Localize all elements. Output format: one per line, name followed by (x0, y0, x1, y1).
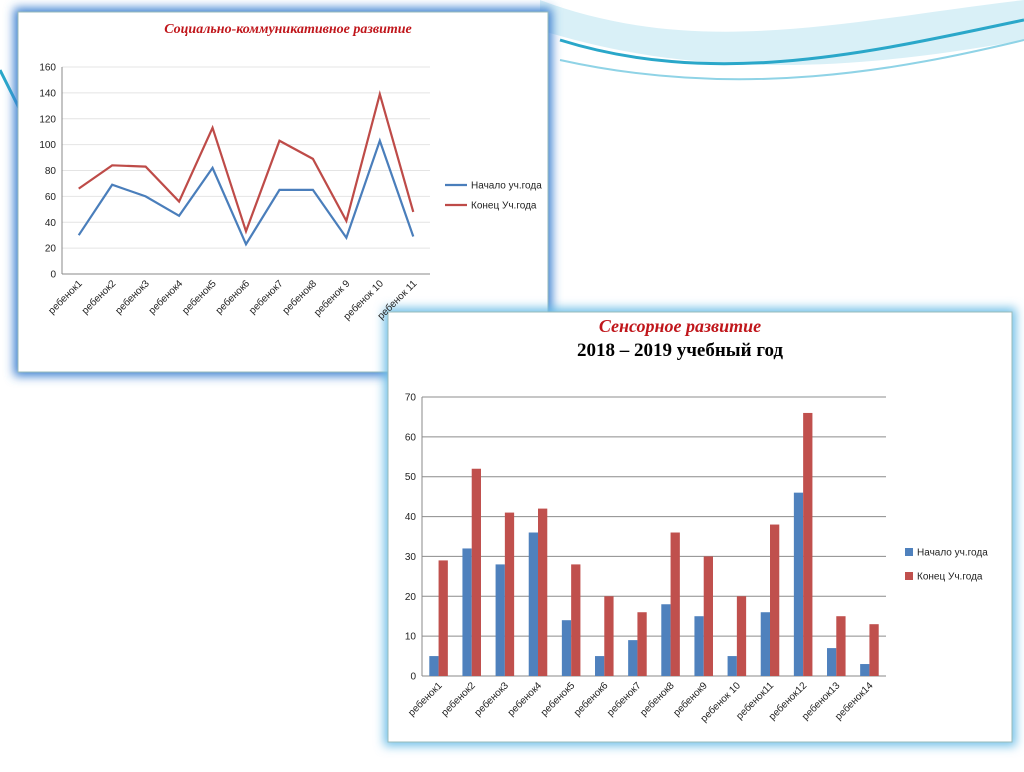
bar (770, 524, 780, 676)
decoration (0, 0, 1024, 111)
bar (727, 656, 737, 676)
y-tick-label: 60 (45, 192, 57, 203)
chart-title: Сенсорное развитие (599, 316, 761, 336)
y-tick-label: 100 (39, 140, 56, 151)
y-tick-label: 30 (405, 552, 417, 563)
bar (561, 620, 572, 676)
bar (637, 612, 647, 676)
y-tick-label: 40 (45, 218, 57, 229)
bar (869, 624, 879, 676)
legend-label: Начало уч.года (917, 548, 988, 559)
y-tick-label: 80 (45, 166, 57, 177)
y-tick-label: 0 (410, 672, 416, 683)
bar (670, 532, 680, 676)
bar (429, 656, 439, 676)
y-tick-label: 120 (39, 114, 56, 125)
y-tick-label: 70 (405, 393, 417, 404)
legend-swatch (905, 572, 913, 580)
bar (694, 616, 704, 676)
legend-label: Конец Уч.года (471, 201, 537, 212)
chart-title: Социально-коммуникативное развитие (164, 22, 412, 37)
bar (528, 532, 538, 676)
y-tick-label: 0 (50, 270, 56, 281)
bar (504, 512, 515, 676)
y-tick-label: 50 (405, 472, 417, 483)
legend-label: Начало уч.года (471, 181, 542, 192)
bar (595, 656, 605, 676)
bar (628, 640, 638, 676)
y-tick-label: 10 (405, 632, 417, 643)
chart-panel (387, 311, 1013, 743)
bar (462, 548, 472, 676)
bar (827, 648, 837, 676)
bar (836, 616, 846, 676)
bar (604, 596, 614, 676)
y-tick-label: 20 (45, 244, 57, 255)
bar (736, 596, 747, 676)
y-tick-label: 40 (405, 512, 417, 523)
bar (438, 560, 448, 676)
line-series (77, 137, 415, 247)
y-tick-label: 140 (39, 88, 56, 99)
legend-label: Конец Уч.года (917, 572, 983, 583)
chart-subtitle: 2018 – 2019 учебный год (577, 340, 783, 361)
y-tick-label: 160 (39, 63, 56, 74)
bar (760, 612, 770, 676)
y-tick-label: 20 (405, 592, 417, 603)
bar (571, 564, 581, 676)
bar (860, 664, 870, 676)
bar (703, 556, 713, 676)
legend-swatch (905, 548, 913, 556)
bar (471, 468, 481, 676)
bar (495, 564, 505, 676)
bar (793, 492, 804, 676)
line-series (78, 90, 415, 235)
y-tick-label: 60 (405, 432, 417, 443)
bar (803, 412, 813, 676)
bar (661, 604, 671, 676)
bar (538, 508, 548, 676)
